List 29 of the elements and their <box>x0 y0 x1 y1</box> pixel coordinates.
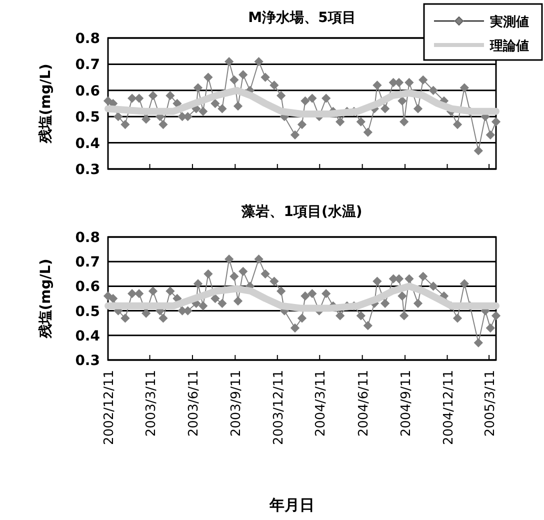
x-tick-label: 2004/6/11 <box>356 370 372 437</box>
y-tick-label: 0.3 <box>75 162 100 178</box>
x-tick-label: 2004/9/11 <box>399 370 414 437</box>
x-axis-title: 年月日 <box>268 496 314 514</box>
y-tick-label: 0.8 <box>75 230 100 246</box>
x-tick-label: 2004/12/11 <box>441 370 456 445</box>
y-tick-label: 0.7 <box>75 57 100 74</box>
y-axis-title: 残塩(mg/L) <box>38 258 54 340</box>
y-tick-label: 0.8 <box>75 31 100 47</box>
chart-title: M浄水場、5項目 <box>248 10 356 26</box>
x-tick-label: 2005/3/11 <box>483 370 498 437</box>
chart-title: 藻岩、1項目(水温) <box>240 204 362 220</box>
y-tick-label: 0.5 <box>75 110 100 126</box>
x-tick-label: 2002/12/11 <box>102 370 117 445</box>
x-tick-label: 2003/3/11 <box>144 370 159 437</box>
x-tick-label: 2003/9/11 <box>229 370 244 437</box>
legend-label: 実測値 <box>489 14 529 30</box>
y-tick-label: 0.6 <box>75 83 100 100</box>
x-tick-label: 2003/12/11 <box>271 370 286 445</box>
y-axis-title: 残塩(mg/L) <box>38 64 54 144</box>
y-tick-label: 0.5 <box>75 304 100 320</box>
y-tick-label: 0.4 <box>75 136 100 152</box>
legend-label: 理論値 <box>489 38 529 54</box>
x-tick-label: 2004/3/11 <box>314 370 329 437</box>
y-tick-label: 0.7 <box>75 254 100 271</box>
y-tick-label: 0.6 <box>75 279 100 296</box>
y-tick-label: 0.3 <box>75 353 100 369</box>
x-tick-label: 2003/6/11 <box>186 370 202 437</box>
y-tick-label: 0.4 <box>75 328 100 344</box>
